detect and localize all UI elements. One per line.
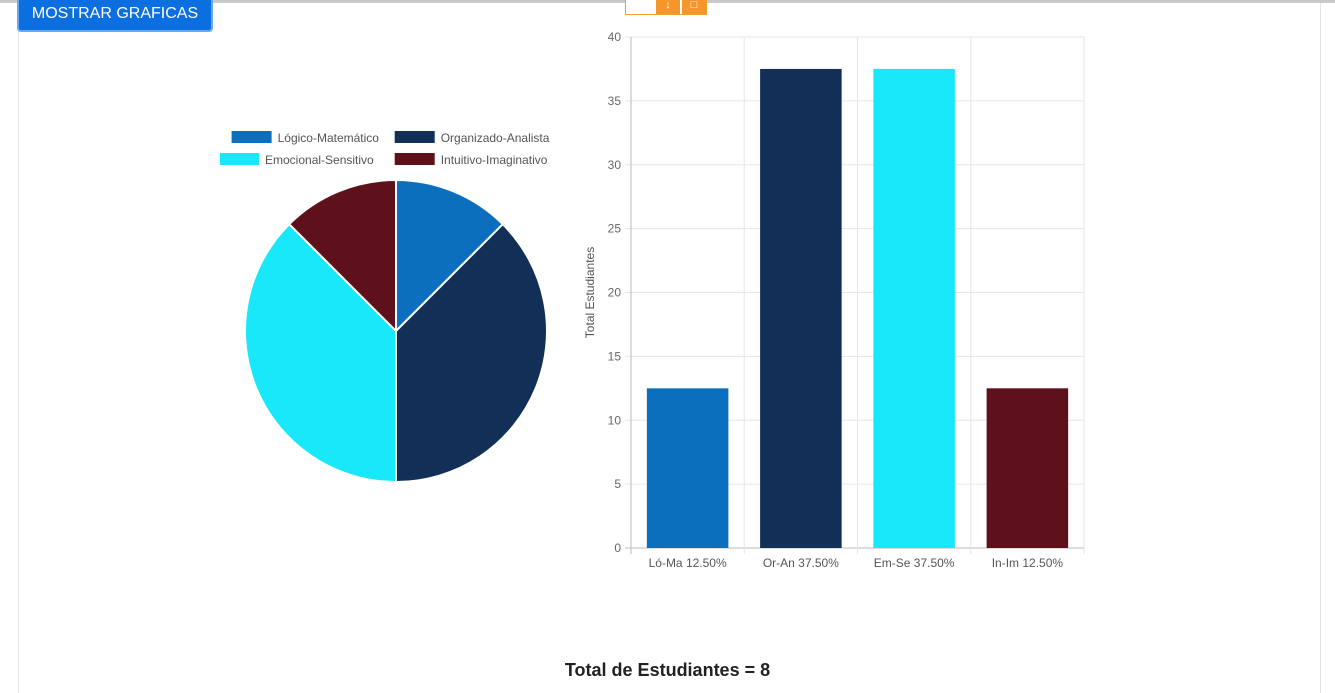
y-tick-label: 0	[614, 541, 621, 555]
bar	[873, 68, 955, 548]
x-tick-label: Em-Se 37.50%	[874, 556, 955, 570]
y-tick-label: 20	[608, 286, 622, 300]
pie-legend-swatch	[231, 131, 272, 143]
pie-slice	[395, 222, 548, 484]
y-tick-label: 40	[608, 30, 622, 44]
y-tick-label: 35	[608, 94, 622, 108]
download-icon[interactable]: ↓	[656, 0, 680, 14]
pie-slice	[244, 222, 397, 484]
pie-legend-label: Intuitivo-Imaginativo	[441, 153, 548, 167]
pie-legend-label: Organizado-Analista	[441, 131, 550, 145]
pie-legend-label: Lógico-Matemático	[278, 131, 380, 145]
x-tick-label: Or-An 37.50%	[763, 556, 839, 570]
bar	[646, 388, 729, 548]
show-charts-button[interactable]: MOSTRAR GRAFICAS	[17, 0, 213, 32]
pie-slice	[395, 178, 505, 334]
x-tick-label: Ló-Ma 12.50%	[649, 556, 727, 570]
y-axis-title: Total Estudiantes	[583, 247, 597, 338]
pie-legend-swatch	[394, 153, 435, 165]
export-icon[interactable]: □	[682, 0, 706, 14]
bar-chart: 0 5 10 15 20 25 30 35 40 Ló-Ma 12.50% Or-An 37.50%…	[583, 30, 1085, 570]
x-tick-label: In-Im 12.50%	[992, 556, 1064, 570]
y-tick-label: 30	[608, 158, 622, 172]
y-tick-label: 10	[608, 413, 622, 427]
bar	[760, 68, 842, 548]
total-students-text: Total de Estudiantes = 8	[564, 660, 771, 680]
bar	[986, 388, 1069, 548]
pie-slice	[287, 178, 397, 334]
y-tick-label: 25	[608, 222, 622, 236]
content-panel	[18, 3, 1321, 693]
y-tick-label: 5	[614, 477, 621, 491]
pie-chart: Lógico-Matemático Organizado-Analista Emoc…	[220, 131, 550, 484]
pie-legend-swatch	[394, 131, 435, 143]
y-tick-label: 15	[608, 349, 622, 363]
pie-legend-swatch	[220, 153, 259, 165]
chart-toolbar: ↓ □	[625, 0, 707, 15]
pie-legend-label: Emocional-Sensitivo	[265, 153, 374, 167]
